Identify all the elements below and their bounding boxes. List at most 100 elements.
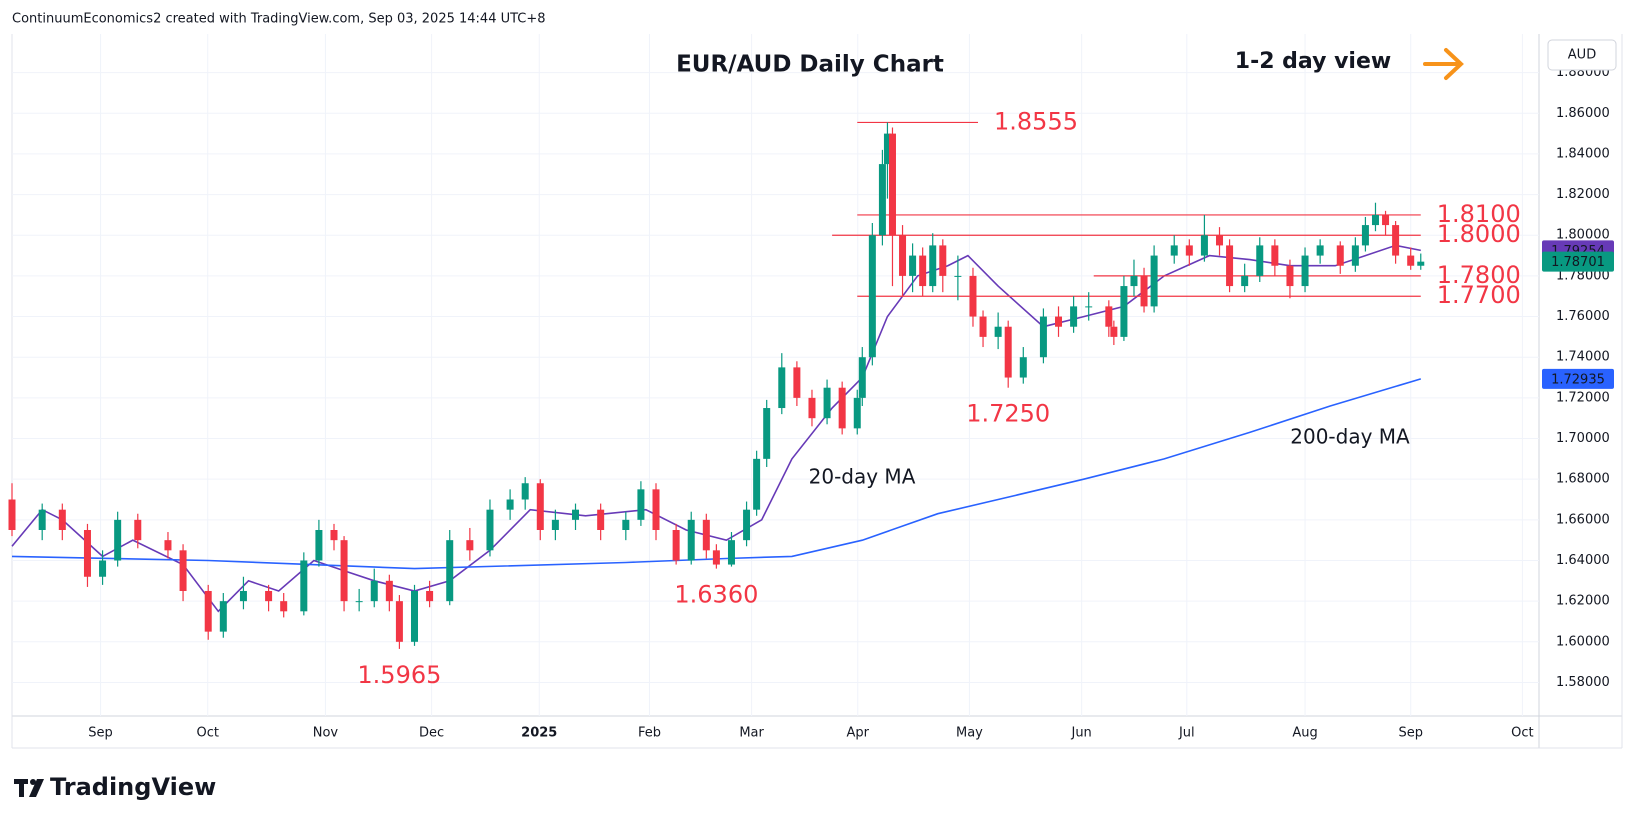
candle-body [83,530,91,577]
candle-body [888,133,896,236]
candle-body [1120,286,1128,337]
y-tick-label: 1.68000 [1556,472,1610,487]
candle-body [753,458,761,510]
level-label: 1.8000 [1437,220,1521,248]
candle-body [909,255,917,276]
candle-body [1301,255,1309,287]
candle-body [1256,245,1264,276]
y-tick-label: 1.74000 [1556,350,1610,365]
candle-body [1316,245,1324,256]
y-tick-label: 1.72000 [1556,390,1610,405]
candle-body [637,489,645,520]
level-label: 1.7800 [1437,261,1521,289]
candle-body [883,133,891,165]
candle-body [446,540,454,602]
x-tick-label: May [956,726,983,741]
y-tick-label: 1.80000 [1556,228,1610,243]
candle-body [1055,316,1063,327]
candle-body [58,509,66,530]
candle-body [466,540,474,551]
header: ContinuumEconomics2 created with Trading… [12,12,546,27]
low-label: 1.5965 [357,661,441,689]
view-arrow [1423,48,1464,80]
candle-body [355,601,363,603]
candle-body [969,275,977,317]
x-tick-label: Feb [638,726,661,741]
x-tick-label: Sep [1398,726,1423,741]
candle-body [1170,245,1178,256]
candle-body [8,499,16,530]
candle-body [979,316,987,337]
candle-body [1130,275,1138,287]
candle-body [521,483,529,500]
candle-body [868,235,876,358]
candle-body [793,367,801,398]
x-tick-label: Aug [1292,726,1317,741]
candle-body [340,540,348,602]
y-tick-label: 1.76000 [1556,309,1610,324]
candle-body [954,275,962,277]
candle-body [597,509,605,530]
candle-body [939,245,947,276]
y-tick-label: 1.64000 [1556,553,1610,568]
candle-body [179,550,187,591]
candle-body [622,519,630,530]
candle-body [330,530,338,541]
candle-body [1185,245,1193,256]
candle-body [1150,255,1158,307]
candle-body [1392,225,1400,256]
candle-body [743,509,751,541]
candle-body [1336,245,1344,266]
candle-body [858,357,866,398]
candle-body [1085,306,1093,308]
candle-body [1241,275,1249,287]
candle-body [1382,214,1390,226]
candle-body [1019,357,1027,378]
candle-body [853,397,861,429]
candle-body [99,560,107,577]
candle-body [652,489,660,530]
candle-body [808,397,816,419]
level-label: 1.8555 [994,107,1078,135]
candle-body [1110,326,1118,337]
brand-logo [14,779,44,797]
currency-box [1547,39,1617,71]
candle-body [219,601,227,632]
y-tick-label: 1.62000 [1556,594,1610,609]
candle-body [1226,245,1234,287]
candle-body [239,590,247,602]
x-tick-label: Nov [313,726,339,741]
candle-body [426,590,434,602]
price-badge [1542,368,1614,389]
candle-body [134,519,142,541]
candle-body [315,530,323,561]
candle-body [1004,326,1012,378]
candle-body [1140,275,1148,307]
x-tick-label: Mar [739,726,764,741]
candle-body [370,580,378,602]
x-tick-label: 2025 [521,726,557,741]
candle-body [1105,306,1113,327]
candle-body [1417,261,1425,266]
y-tick-label: 1.70000 [1556,431,1610,446]
candle-body [486,509,494,551]
y-tick-label: 1.84000 [1556,146,1610,161]
x-tick-label: Oct [1511,726,1533,741]
level-label: 1.8100 [1437,200,1521,228]
x-tick-label: Dec [419,726,444,741]
x-tick-label: Sep [88,726,113,741]
candle-body [395,601,403,642]
y-tick-label: 1.78000 [1556,268,1610,283]
candle-body [411,590,419,642]
candle-body [38,509,46,530]
candle-body [929,245,937,287]
candle-body [300,560,308,612]
candle-body [1216,235,1224,246]
candle-body [572,509,580,520]
candle-body [899,235,907,276]
candle-body [727,540,735,565]
price-badge-label: 1.78701 [1551,255,1605,270]
x-tick-label: Jul [1178,726,1195,741]
